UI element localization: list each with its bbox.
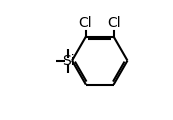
Text: Cl: Cl [78, 16, 92, 30]
Text: Cl: Cl [108, 16, 121, 30]
Text: Si: Si [62, 54, 75, 68]
